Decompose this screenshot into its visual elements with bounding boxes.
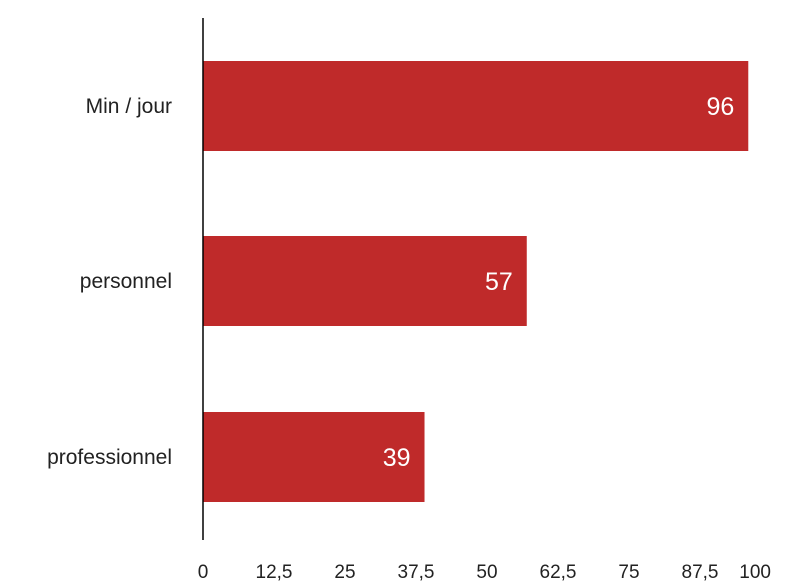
value-labels: 96 57 39 xyxy=(383,93,735,472)
category-labels: Min / jour personnel professionnel xyxy=(47,95,172,469)
bar-1 xyxy=(203,236,527,326)
bar-2 xyxy=(203,412,425,502)
x-tick-label-6: 75 xyxy=(618,562,639,581)
value-label-2: 39 xyxy=(383,444,411,472)
x-tick-label-8: 100 xyxy=(739,562,771,581)
x-tick-label-3: 37,5 xyxy=(398,562,435,581)
value-label-0: 96 xyxy=(706,93,734,121)
x-tick-label-0: 0 xyxy=(198,562,209,581)
category-label-0: Min / jour xyxy=(86,95,172,118)
x-tick-labels: 0 12,5 25 37,5 50 62,5 75 87,5 100 xyxy=(198,562,771,581)
value-label-1: 57 xyxy=(485,268,513,296)
bar-0 xyxy=(203,61,749,151)
x-tick-label-4: 50 xyxy=(476,562,497,581)
category-label-2: professionnel xyxy=(47,446,172,469)
x-tick-label-5: 62,5 xyxy=(540,562,577,581)
category-label-1: personnel xyxy=(80,270,172,293)
x-tick-label-7: 87,5 xyxy=(682,562,719,581)
x-tick-label-2: 25 xyxy=(334,562,355,581)
bars-layer xyxy=(203,61,749,502)
x-tick-label-1: 12,5 xyxy=(256,562,293,581)
